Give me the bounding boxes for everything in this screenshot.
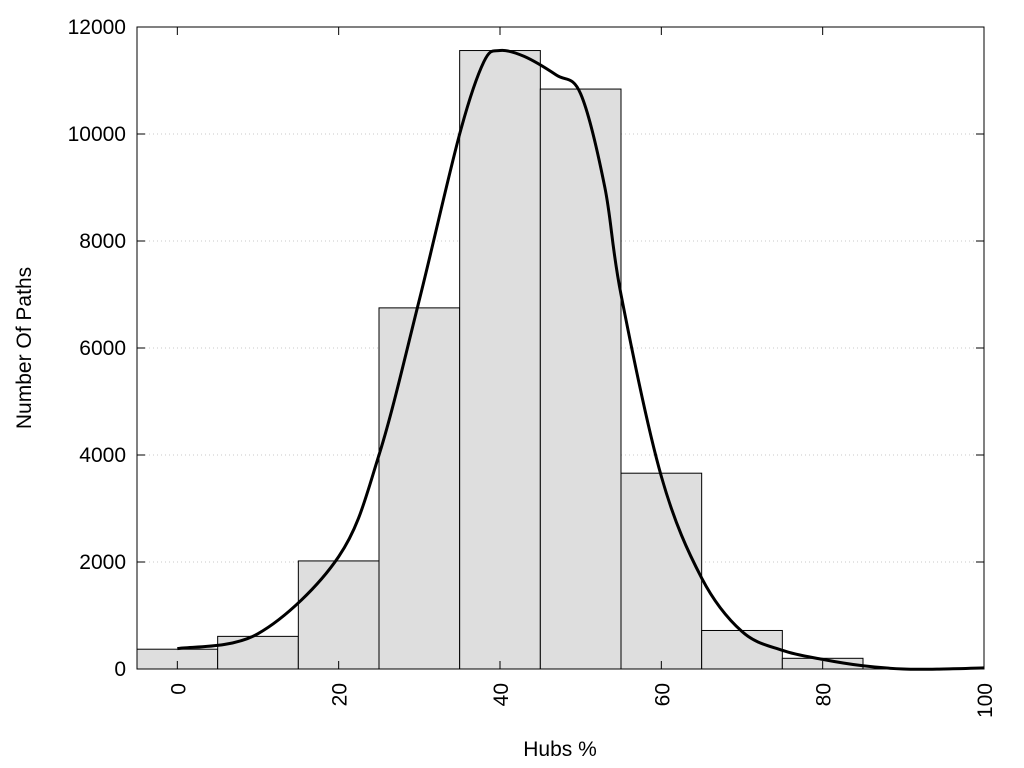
x-tick-label: 20 — [329, 683, 352, 706]
y-tick-label: 2000 — [79, 551, 126, 574]
y-tick-label: 4000 — [79, 444, 126, 467]
x-tick-label: 40 — [490, 683, 513, 706]
x-axis-label: Hubs % — [523, 738, 597, 761]
y-axis-ticks: 0 2000 4000 6000 8000 10000 12000 — [68, 16, 984, 681]
y-tick-label: 6000 — [79, 337, 126, 360]
y-tick-label: 8000 — [79, 230, 126, 253]
x-tick-label: 60 — [651, 683, 674, 706]
x-tick-label: 80 — [813, 683, 836, 706]
histogram-bar — [459, 50, 541, 670]
x-tick-label: 100 — [974, 683, 997, 718]
histogram-bar — [539, 88, 622, 670]
x-tick-label: 0 — [167, 683, 190, 695]
histogram-bar — [620, 472, 703, 670]
histogram-bar — [297, 560, 380, 670]
y-tick-label: 0 — [114, 658, 126, 681]
histogram-bar — [701, 629, 783, 670]
y-tick-label: 12000 — [68, 16, 126, 39]
x-axis-ticks: 0 20 40 60 80 100 — [167, 27, 997, 718]
y-tick-label: 10000 — [68, 123, 126, 146]
density-curve — [177, 48, 985, 671]
y-axis-label: Number Of Paths — [13, 267, 36, 429]
histogram-bar — [217, 635, 299, 670]
histogram-bar — [378, 307, 461, 670]
